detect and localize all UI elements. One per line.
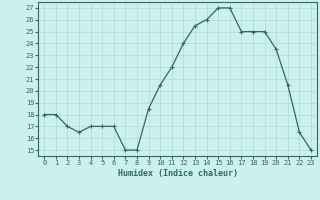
X-axis label: Humidex (Indice chaleur): Humidex (Indice chaleur) [118,169,238,178]
